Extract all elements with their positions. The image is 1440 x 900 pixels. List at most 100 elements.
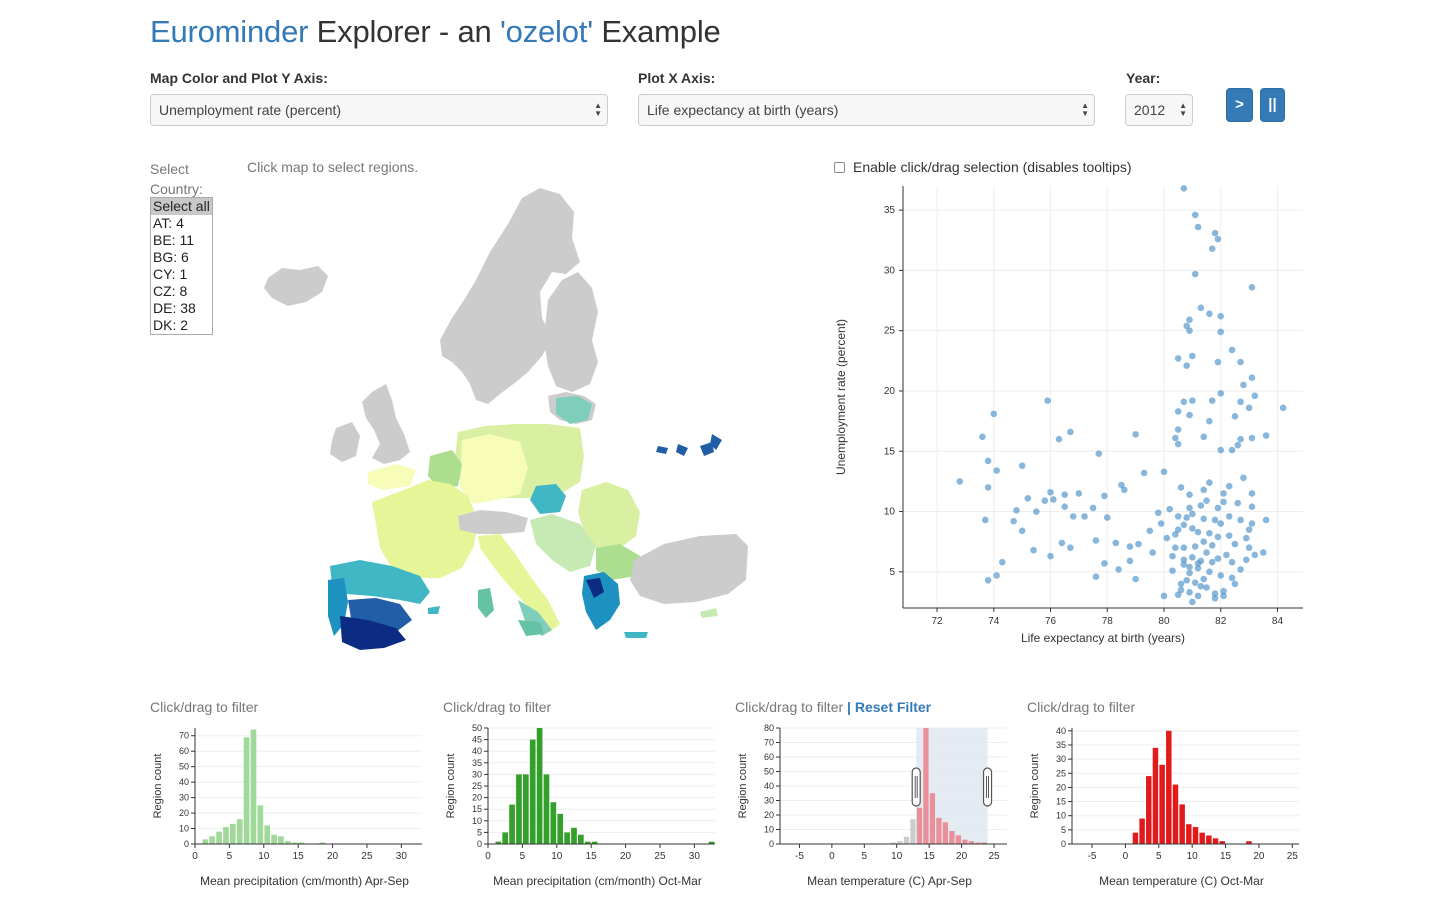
scatter-point[interactable] (1189, 598, 1196, 606)
scatter-point[interactable] (1214, 235, 1222, 243)
hist-bar[interactable] (923, 728, 929, 844)
scatter-point[interactable] (1217, 446, 1225, 454)
scatter-point[interactable] (1194, 528, 1202, 536)
year-select[interactable]: 2012 ▲ ▼ (1125, 94, 1193, 126)
hist-bar[interactable] (903, 836, 910, 844)
x-axis-select[interactable]: Life expectancy at birth (years) ▲ ▼ (638, 94, 1095, 126)
scatter-point[interactable] (1047, 552, 1054, 560)
scatter-point[interactable] (1211, 590, 1219, 597)
scatter-point[interactable] (993, 467, 1000, 474)
map-region-canary-islands[interactable] (656, 434, 722, 456)
scatter-point[interactable] (1262, 432, 1270, 439)
scatter-point[interactable] (1186, 411, 1193, 419)
hist-bar[interactable] (1179, 804, 1185, 844)
scatter-point[interactable] (1200, 515, 1208, 523)
scatter-point[interactable] (1180, 398, 1188, 406)
hist-bar[interactable] (890, 842, 897, 844)
hist-bar[interactable] (584, 841, 591, 844)
scatter-point[interactable] (1169, 552, 1176, 560)
map-region-greece-north[interactable] (586, 578, 604, 598)
scatter-point[interactable] (1228, 574, 1236, 582)
scatter-point[interactable] (1194, 564, 1202, 572)
hist-bar[interactable] (298, 842, 305, 844)
scatter-point[interactable] (1245, 526, 1253, 533)
scatter-point[interactable] (1174, 355, 1182, 362)
scatter-point[interactable] (1081, 513, 1088, 520)
hist-bar[interactable] (223, 826, 229, 844)
scatter-point[interactable] (1245, 544, 1253, 552)
hist-bar[interactable] (1199, 832, 1205, 844)
scatter-point[interactable] (1208, 397, 1216, 404)
hist-bar[interactable] (516, 774, 522, 844)
scatter-point[interactable] (981, 516, 989, 524)
scatter-point[interactable] (1231, 580, 1239, 588)
scatter-point[interactable] (1024, 494, 1032, 502)
scatter-point[interactable] (1208, 542, 1216, 549)
scatter-point[interactable] (1234, 499, 1242, 507)
scatter-point[interactable] (1234, 441, 1242, 449)
scatter-point[interactable] (1228, 346, 1236, 354)
scatter-point[interactable] (1237, 435, 1244, 443)
hist-bar[interactable] (543, 774, 550, 844)
hist-bar[interactable] (202, 839, 209, 844)
histogram-precip-apr-sep[interactable]: 0 10 20 30 40 50 60 70 0 5 10 15 20 25 30 Mean precipit… (145, 718, 430, 898)
scatter-point[interactable] (1163, 534, 1171, 542)
hist-bar[interactable] (550, 802, 557, 844)
scatter-point[interactable] (1067, 428, 1074, 436)
map-region-benelux[interactable] (428, 450, 462, 490)
scatter-point[interactable] (1214, 555, 1222, 562)
hist-bar[interactable] (949, 830, 955, 844)
scatter-point[interactable] (1211, 595, 1219, 602)
scatter-point[interactable] (1172, 544, 1179, 552)
scatter-point[interactable] (1217, 312, 1225, 320)
scatter-point[interactable] (1228, 558, 1236, 566)
scatter-point[interactable] (1115, 566, 1122, 573)
scatter-point[interactable] (1191, 579, 1199, 586)
map-region-alps[interactable] (458, 510, 528, 534)
hist-bar[interactable] (1139, 818, 1145, 844)
scatter-point[interactable] (1180, 544, 1188, 552)
enable-selection-checkbox[interactable] (834, 162, 845, 173)
hist-bar[interactable] (271, 834, 277, 844)
scatter-point[interactable] (1186, 589, 1193, 596)
scatter-point[interactable] (1092, 537, 1100, 544)
country-option[interactable]: CY: 1 (153, 266, 188, 282)
country-option[interactable]: AT: 4 (153, 215, 184, 231)
scatter-point[interactable] (1248, 490, 1256, 497)
hist-bar[interactable] (502, 832, 509, 844)
scatter-point[interactable] (990, 410, 998, 418)
scatter-point[interactable] (1177, 586, 1185, 594)
map-region-iceland[interactable] (264, 266, 328, 306)
hist-bar[interactable] (929, 793, 936, 844)
scatter-point[interactable] (993, 572, 1000, 579)
scatter-point[interactable] (1160, 592, 1168, 600)
scatter-point[interactable] (1186, 316, 1193, 324)
hist-bar[interactable] (250, 729, 257, 844)
scatter-point[interactable] (1044, 397, 1051, 404)
hist-bar[interactable] (955, 835, 961, 844)
scatter-point[interactable] (1013, 507, 1020, 514)
hist-bar[interactable] (564, 832, 570, 844)
hist-bar[interactable] (1206, 835, 1212, 844)
scatter-point[interactable] (1262, 516, 1270, 524)
hist-bar[interactable] (571, 827, 577, 844)
scatter-point[interactable] (1103, 514, 1111, 521)
scatter-point[interactable] (1183, 322, 1190, 330)
scatter-point[interactable] (984, 457, 992, 465)
scatter-point[interactable] (1095, 450, 1103, 457)
scatter-point[interactable] (1251, 551, 1259, 559)
hist-bar[interactable] (216, 831, 222, 844)
scatter-point[interactable] (1225, 532, 1233, 539)
scatter-point[interactable] (1279, 404, 1287, 412)
scatter-plot[interactable]: 72 74 76 78 80 82 84 5 10 15 20 25 30 35 Life expectan… (820, 180, 1320, 660)
scatter-point[interactable] (1206, 568, 1213, 576)
hist-bar[interactable] (264, 825, 271, 844)
scatter-point[interactable] (1211, 516, 1219, 524)
map-region-crete[interactable] (624, 632, 648, 638)
hist-brush-handle[interactable] (982, 767, 993, 807)
scatter-point[interactable] (1112, 539, 1120, 547)
scatter-point[interactable] (1177, 484, 1185, 491)
country-option[interactable]: DK: 2 (153, 317, 189, 333)
scatter-point[interactable] (1172, 531, 1179, 538)
scatter-point[interactable] (1189, 397, 1196, 404)
